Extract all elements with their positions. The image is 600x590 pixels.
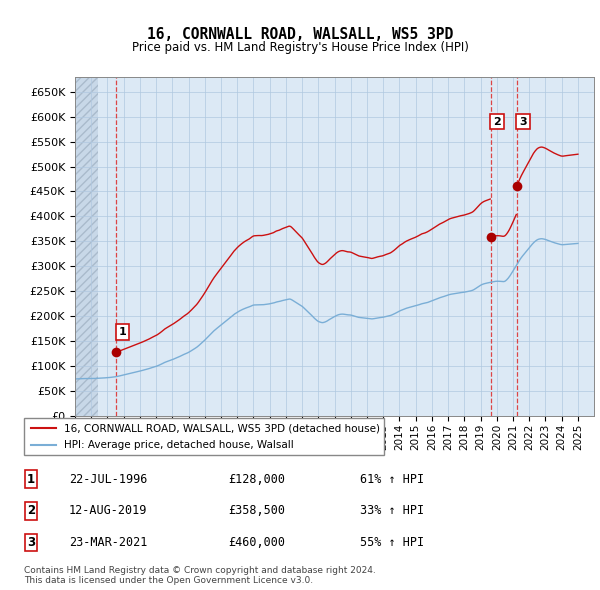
Text: 61% ↑ HPI: 61% ↑ HPI xyxy=(360,473,424,486)
Text: 3: 3 xyxy=(27,536,35,549)
Text: 16, CORNWALL ROAD, WALSALL, WS5 3PD: 16, CORNWALL ROAD, WALSALL, WS5 3PD xyxy=(147,27,453,41)
Text: HPI: Average price, detached house, Walsall: HPI: Average price, detached house, Wals… xyxy=(64,441,293,450)
Text: 22-JUL-1996: 22-JUL-1996 xyxy=(69,473,148,486)
Text: 3: 3 xyxy=(519,117,527,127)
Text: 2: 2 xyxy=(27,504,35,517)
Text: £358,500: £358,500 xyxy=(228,504,285,517)
Text: Price paid vs. HM Land Registry's House Price Index (HPI): Price paid vs. HM Land Registry's House … xyxy=(131,41,469,54)
Text: 23-MAR-2021: 23-MAR-2021 xyxy=(69,536,148,549)
Text: 1: 1 xyxy=(119,327,127,337)
Text: Contains HM Land Registry data © Crown copyright and database right 2024.
This d: Contains HM Land Registry data © Crown c… xyxy=(24,566,376,585)
Text: 2: 2 xyxy=(493,117,501,127)
Text: 16, CORNWALL ROAD, WALSALL, WS5 3PD (detached house): 16, CORNWALL ROAD, WALSALL, WS5 3PD (det… xyxy=(64,424,380,433)
Text: 55% ↑ HPI: 55% ↑ HPI xyxy=(360,536,424,549)
Text: £460,000: £460,000 xyxy=(228,536,285,549)
Text: 33% ↑ HPI: 33% ↑ HPI xyxy=(360,504,424,517)
Text: 1: 1 xyxy=(27,473,35,486)
Text: 12-AUG-2019: 12-AUG-2019 xyxy=(69,504,148,517)
Text: £128,000: £128,000 xyxy=(228,473,285,486)
Bar xyxy=(75,77,98,416)
